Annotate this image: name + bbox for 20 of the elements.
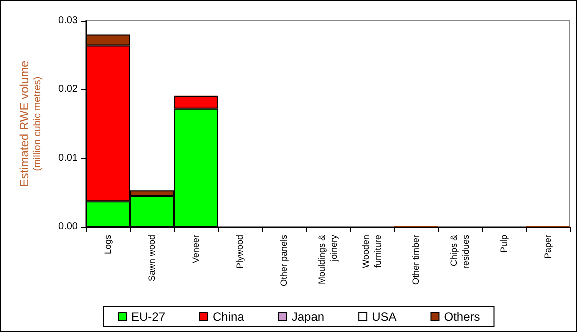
legend-label: USA <box>372 310 397 324</box>
legend-label: China <box>213 310 245 324</box>
legend-label: Japan <box>292 310 325 324</box>
y-tick-label: 0.02 <box>58 84 78 96</box>
y-axis-title: Estimated RWE volume (million cubic metres) <box>18 60 44 188</box>
legend-label: EU-27 <box>132 310 166 324</box>
x-tick-label: Logs <box>103 234 113 255</box>
x-tick-label: Other panels <box>279 234 289 287</box>
x-tick-label: Sawn wood <box>147 235 157 282</box>
x-tick-label: Pulp <box>499 235 509 254</box>
x-tick-label: Paper <box>543 235 553 260</box>
x-tick-label: Other timber <box>411 235 421 286</box>
x-tick-label: Veneer <box>191 235 201 264</box>
x-tick-label: Plywood <box>235 235 245 270</box>
legend-label: Others <box>444 310 480 324</box>
x-tick-label: Mouldings & joinery <box>317 234 339 285</box>
y-tick-label: 0.01 <box>58 152 78 164</box>
y-tick-label: 0.03 <box>58 16 78 26</box>
x-tick-label: Chips & residues <box>449 234 471 270</box>
y-tick-label: 0.00 <box>58 222 78 232</box>
